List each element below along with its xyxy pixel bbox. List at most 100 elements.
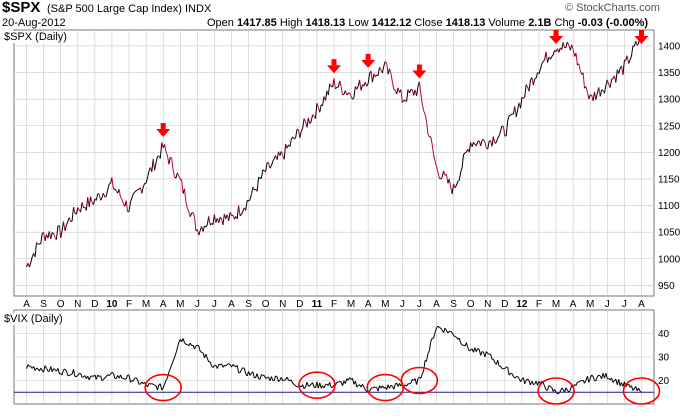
vix-line-segment [487,352,490,355]
spx-price-segment [487,140,490,150]
vix-line-segment [199,350,202,353]
vix-line-segment [451,332,455,336]
vix-panel-title: $VIX (Daily) [2,313,65,325]
vix-line-segment [46,368,49,372]
spx-price-segment [521,96,524,99]
vix-line-segment [537,381,540,386]
spx-price-segment [393,88,396,91]
vix-line-segment [209,361,213,367]
spx-price-segment [532,78,536,86]
vix-line-segment [100,375,103,381]
vix-line-segment [172,356,176,362]
vix-line-segment [480,351,483,356]
vix-line-segment [428,341,432,351]
spx-price-segment [558,47,561,53]
x-tick-label: A [228,299,235,310]
vix-line-segment [290,379,294,384]
spx-price-segment [426,120,429,135]
x-tick-label: 12 [516,299,528,310]
vix-line-segment [527,378,530,382]
vix-line-segment [303,386,306,390]
vix-line-segment [386,384,389,390]
vix-line-segment [252,371,255,379]
spx-price-segment [497,135,500,139]
spx-price-segment [152,158,156,171]
spx-price-segment [212,214,215,225]
spx-price-segment [121,198,124,204]
spx-price-segment [335,86,338,90]
spx-price-segment [473,141,476,145]
vix-line-segment [27,364,30,367]
vix-line-segment [492,359,496,363]
spx-price-segment [312,114,315,117]
vix-line-segment [201,351,204,354]
spx-price-segment [85,197,89,211]
vix-line-segment [332,384,335,388]
spx-price-segment [256,177,260,192]
vix-line-segment [134,377,137,379]
low-value: 1412.12 [371,17,412,29]
spx-price-segment [498,131,501,136]
spx-price-segment [401,100,405,103]
vix-line-segment [369,388,372,392]
peak-arrow-shaft [553,30,559,36]
vix-line-segment [586,376,590,383]
vix-line-segment [356,385,359,388]
vix-line-segment [565,387,568,391]
vix-line-segment [164,380,167,385]
vix-line-segment [437,325,440,328]
spx-price-segment [629,55,632,61]
peak-arrow-head [156,129,171,138]
vix-line-segment [221,363,224,368]
spx-price-segment [595,93,598,100]
spx-price-segment [238,205,241,216]
vix-line-segment [77,373,80,376]
close-label: Close [414,17,443,29]
x-tick-label: F [331,299,337,310]
spx-price-segment [636,43,640,46]
spx-price-segment [105,189,109,197]
vix-line-segment [635,386,638,392]
spx-price-segment [582,72,585,89]
vix-line-segment [550,386,553,388]
vix-line-segment [174,352,177,358]
vix-line-segment [349,377,352,380]
spx-price-segment [81,202,84,208]
spx-price-segment [353,86,356,98]
vix-line-segment [548,384,551,387]
vix-line-segment [33,366,36,371]
vix-line-segment [450,330,453,333]
spx-price-segment [500,125,503,132]
spx-price-segment [222,213,225,225]
vix-line-segment [286,376,289,381]
quote-date: 20-Aug-2012 [2,17,66,29]
vix-line-segment [68,374,71,377]
spx-price-segment [628,59,631,64]
spx-price-segment [433,154,436,162]
spx-price-segment [118,189,121,198]
vix-line-segment [475,348,479,352]
spx-price-segment [565,41,568,48]
vix-line-segment [104,376,107,379]
vix-line-segment [63,368,66,371]
spx-price-segment [205,224,208,228]
vix-line-segment [370,387,373,389]
x-tick-label: S [40,299,47,310]
vix-line-segment [171,360,174,365]
x-tick-label: F [536,299,542,310]
spx-price-segment [53,233,56,239]
spx-price-segment [229,212,232,216]
vix-line-segment [299,385,302,388]
spx-price-segment [339,80,342,87]
vix-line-segment [123,377,126,380]
vix-line-segment [584,380,587,384]
spx-price-segment [169,156,173,159]
vix-line-segment [377,385,380,392]
vix-line-segment [97,374,100,377]
spx-price-segment [471,141,474,147]
vix-line-segment [73,369,76,377]
vix-line-segment [458,337,462,344]
vix-line-segment [197,344,200,347]
spx-price-segment [232,215,235,220]
spx-price-segment [276,151,279,160]
